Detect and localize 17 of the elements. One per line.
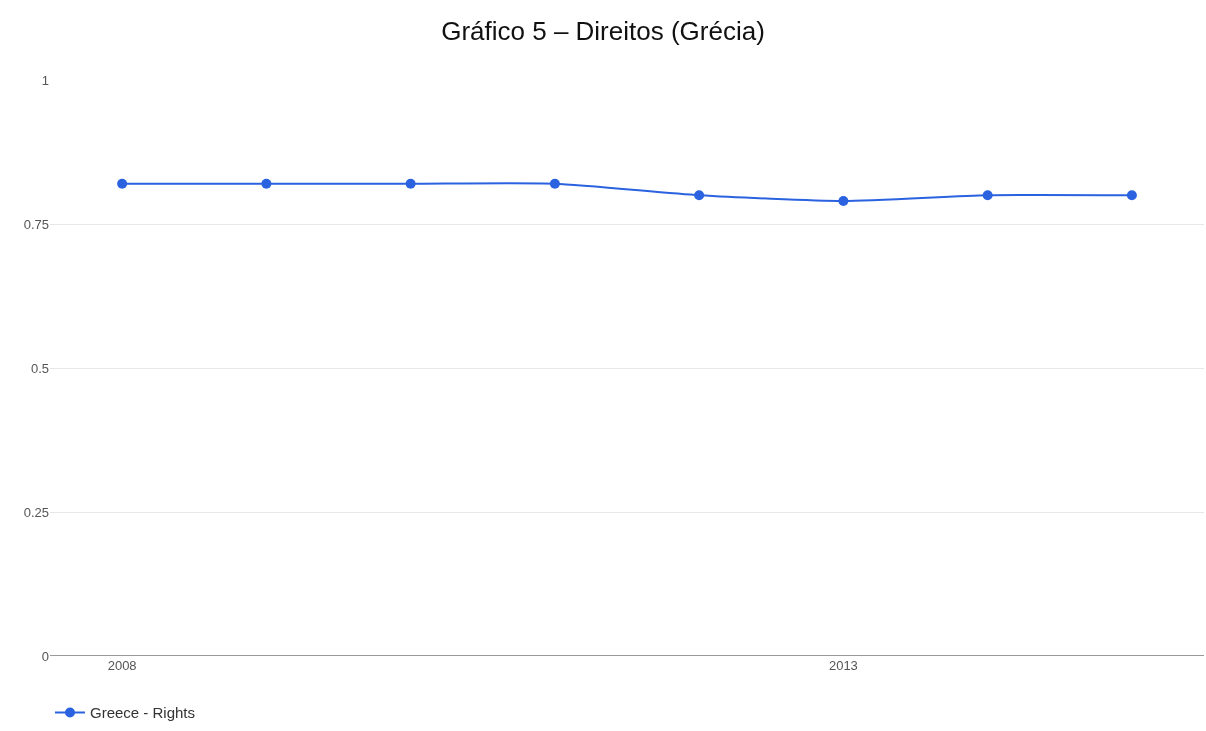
x-tick-label: 2013 [828,658,858,673]
y-tick-label: 1 [41,72,49,88]
y-tick-label: 0 [41,648,49,664]
point [1126,190,1137,201]
y-tick-label: 0.25 [23,504,49,520]
chart-title: Gráfico 5 – Direitos (Grécia) [441,16,765,47]
y-tick-label: 0.75 [23,216,49,232]
point [694,190,705,201]
y-tick-label: 0.5 [30,360,49,376]
point [405,178,416,189]
point [982,190,993,201]
x-tick-label: 2008 [107,658,137,673]
point [838,195,849,206]
point [549,178,560,189]
point [261,178,272,189]
point [117,178,128,189]
legend-label: Greece - Rights [90,704,196,722]
